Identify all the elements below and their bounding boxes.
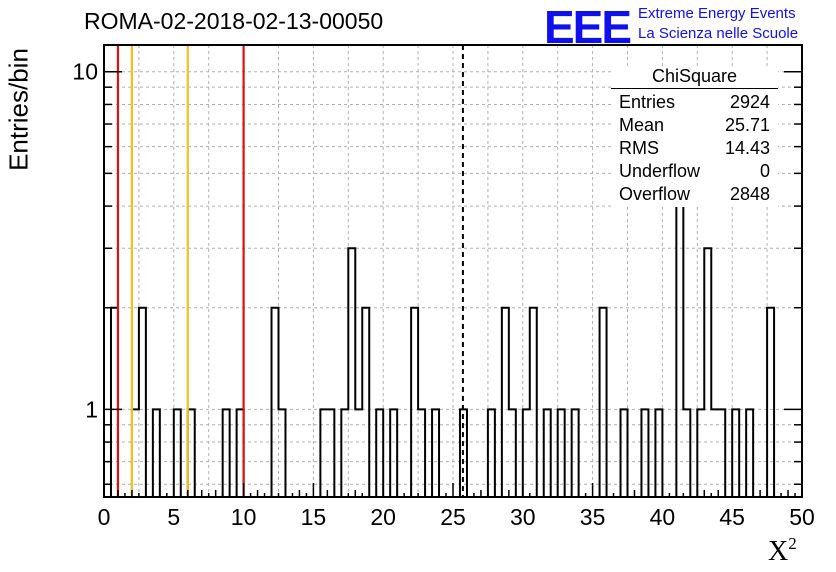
y-tick-label: 1 <box>85 396 98 422</box>
x-tick-label: 15 <box>301 504 327 530</box>
x-tick-label: 50 <box>789 504 815 530</box>
stats-value: 25.71 <box>724 115 770 135</box>
logo-caption: Extreme Energy Events La Scienza nelle S… <box>638 4 798 44</box>
stats-label: Underflow <box>619 161 701 181</box>
stats-value: 0 <box>759 161 770 181</box>
stats-title: ChiSquare <box>611 66 778 89</box>
stats-label: Entries <box>619 92 676 112</box>
stats-label: Mean <box>619 115 665 135</box>
x-tick-label: 20 <box>370 504 396 530</box>
x-tick-label: 5 <box>167 504 180 530</box>
stats-row-underflow: Underflow 0 <box>611 161 778 184</box>
y-tick-label: 10 <box>72 59 98 85</box>
stats-row-mean: Mean 25.71 <box>611 115 778 138</box>
stats-value: 2848 <box>729 184 770 204</box>
stats-label: Overflow <box>619 184 691 204</box>
stats-row-entries: Entries 2924 <box>611 92 778 115</box>
stats-row-rms: RMS 14.43 <box>611 138 778 161</box>
stats-box: ChiSquare Entries 2924 Mean 25.71 RMS 14.43… <box>611 66 778 207</box>
x-tick-label: 40 <box>650 504 676 530</box>
x-tick-label: 45 <box>719 504 745 530</box>
histogram-steps <box>104 145 802 498</box>
y-axis-label: Entries/bin <box>3 48 34 171</box>
x-axis-label-base: X <box>768 536 789 567</box>
stats-value: 14.43 <box>724 138 770 158</box>
x-tick-label: 25 <box>440 504 466 530</box>
eee-logo: EEE <box>544 1 632 53</box>
logo-line-1: Extreme Energy Events <box>638 5 796 22</box>
x-tick-label: 35 <box>580 504 606 530</box>
x-axis-label-superscript: 2 <box>788 534 797 553</box>
chart-title: ROMA-02-2018-02-13-00050 <box>84 8 384 34</box>
x-tick-label: 0 <box>98 504 111 530</box>
stats-value: 2924 <box>729 92 770 112</box>
x-tick-label: 30 <box>510 504 536 530</box>
x-tick-label: 10 <box>231 504 257 530</box>
stats-label: RMS <box>619 138 659 158</box>
x-axis-label: X2 <box>768 534 797 568</box>
stats-row-overflow: Overflow 2848 <box>611 184 778 207</box>
logo-line-2: La Scienza nelle Scuole <box>638 25 799 42</box>
